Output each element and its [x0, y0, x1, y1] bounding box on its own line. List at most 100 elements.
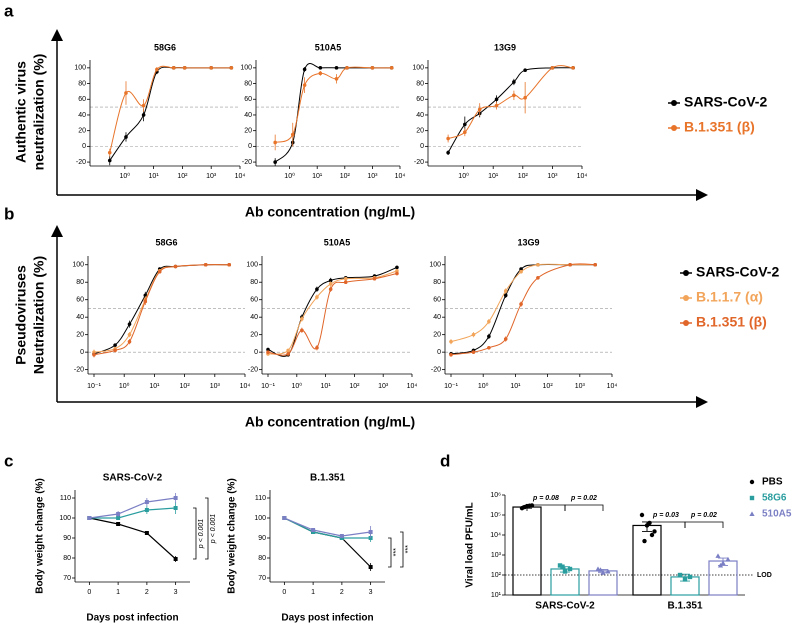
x-axis-label: Days post infection [86, 613, 178, 624]
data-point [87, 516, 92, 520]
y-tick-label: 40 [76, 314, 84, 321]
fit-curve [274, 66, 392, 143]
x-tick-label: 3 [174, 589, 178, 596]
y-tick-label: 100 [72, 262, 84, 269]
data-point [282, 516, 287, 520]
data-point [527, 503, 532, 508]
data-point [300, 317, 304, 321]
data-point [720, 560, 726, 565]
data-point [182, 66, 187, 70]
data-point [571, 66, 575, 70]
x-tick-label: 10³ [575, 383, 586, 390]
data-point [477, 107, 482, 112]
data-point [389, 66, 394, 70]
x-tick-label: 10³ [378, 383, 389, 390]
data-point [315, 287, 319, 292]
data-point [328, 282, 333, 286]
y-axis-label: Authentic virus [13, 61, 29, 163]
data-point [141, 113, 146, 117]
bracket [400, 531, 404, 568]
legend-label: B.1.351 (β) [684, 119, 755, 135]
fit-curve [450, 263, 596, 343]
y-tick-label: 80 [433, 279, 441, 286]
data-point [116, 512, 121, 516]
data-point [343, 280, 348, 285]
y-tick-label: 90 [258, 535, 266, 542]
fit-curve [267, 266, 398, 357]
fit-curve [267, 270, 398, 355]
x-tick-label: 10³ [367, 173, 378, 180]
line [284, 517, 372, 568]
y-tick-label: -20 [431, 366, 441, 373]
data-point [597, 567, 604, 572]
y-axis-label: Body weight change (%) [227, 478, 238, 594]
data-point [523, 68, 527, 73]
y-tick-label: 20 [250, 332, 258, 339]
y-tick-label: 20 [416, 128, 424, 135]
fit-curve [447, 65, 574, 139]
data-point [113, 348, 117, 353]
legend-swatch [749, 479, 755, 485]
data-point [116, 516, 121, 520]
data-point [487, 345, 491, 350]
x-tick-label: 10⁰ [284, 172, 295, 180]
data-point [92, 352, 96, 357]
x-tick-label: 10⁴ [407, 383, 418, 390]
x-tick-label: 10³ [547, 173, 558, 180]
y-tick-label: 80 [244, 80, 252, 87]
bar [632, 524, 662, 596]
y-tick-label: 110 [60, 495, 71, 502]
data-point [372, 276, 377, 281]
bar [512, 506, 542, 596]
data-point [311, 528, 316, 532]
data-point [343, 276, 348, 281]
y-tick-label: 0 [254, 349, 258, 356]
y-tick-label: 100 [246, 262, 258, 269]
x-tick-label: 10² [543, 383, 554, 390]
line [284, 517, 371, 539]
data-point [318, 66, 323, 70]
x-tick-label: 10⁴ [395, 173, 406, 180]
data-point [550, 66, 555, 70]
data-point [273, 160, 277, 164]
data-point [494, 103, 499, 108]
y-tick-label: 10² [491, 572, 502, 579]
x-tick-label: 10¹ [149, 173, 160, 180]
data-point [107, 158, 112, 163]
x-tick-label: 2 [145, 589, 149, 596]
y-tick-label: 0 [80, 349, 84, 356]
data-point [227, 262, 232, 267]
y-tick-label: -20 [248, 366, 258, 373]
x-tick-label: 10⁰ [478, 382, 489, 390]
data-point [339, 534, 344, 538]
data-point [155, 67, 159, 72]
data-point [449, 352, 453, 357]
data-point [113, 343, 117, 347]
data-point [652, 529, 657, 534]
data-point [463, 130, 467, 135]
data-point [273, 140, 277, 145]
bar [708, 560, 738, 596]
data-point [647, 520, 652, 526]
data-point [562, 569, 568, 574]
data-point [107, 150, 112, 155]
data-point [682, 577, 688, 582]
y-tick-label: -20 [76, 159, 86, 166]
y-tick-label: 70 [63, 575, 71, 582]
y-tick-label: 80 [63, 555, 71, 562]
data-point [512, 93, 516, 98]
y-tick-label: 40 [244, 112, 252, 119]
x-tick-label: 10⁻¹ [444, 383, 458, 390]
data-point [286, 348, 290, 353]
x-tick-label: 10¹ [488, 173, 499, 180]
data-point [318, 71, 323, 76]
y-tick-label: 70 [258, 575, 266, 582]
y-axis-label: Pseudoviruses [13, 265, 29, 365]
panel-letter: a [4, 1, 14, 20]
data-point [209, 66, 213, 70]
data-point [639, 512, 645, 518]
data-point [523, 95, 527, 100]
x-tick-label: 10⁴ [577, 173, 588, 180]
data-point [173, 264, 178, 269]
